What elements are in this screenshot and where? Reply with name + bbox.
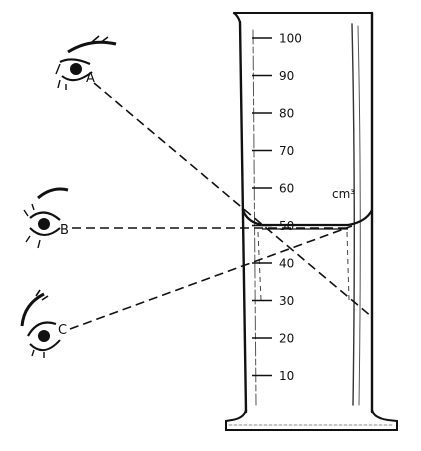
sight-lines	[69, 82, 373, 330]
eye-c-upper-lid	[27, 321, 57, 337]
measuring-cylinder	[225, 11, 398, 431]
eye-b-label: B	[60, 223, 69, 238]
glass-reflection-left	[252, 29, 257, 406]
scale-tick-label: 50	[279, 219, 294, 233]
scale-tick-label: 20	[279, 332, 294, 346]
glass-reflection-right	[351, 23, 355, 406]
cylinder-base	[225, 409, 398, 431]
eye-b	[23, 187, 69, 249]
eye-c-pupil	[38, 330, 50, 342]
eye-a-upper-lid	[59, 58, 91, 66]
eye-b-upper-lid	[29, 211, 61, 221]
liquid-shading-right	[346, 231, 350, 301]
eye-c-label: C	[58, 323, 67, 338]
scale-tick-label: 10	[279, 369, 294, 383]
liquid	[241, 209, 373, 301]
eye-a-lashes-top	[91, 35, 109, 44]
scale-tick-label: 90	[279, 69, 294, 83]
unit-label: cm³	[332, 187, 355, 201]
meniscus	[241, 209, 373, 227]
eye-b-pupil	[38, 218, 50, 230]
scale-tick-label: 70	[279, 144, 294, 158]
scale-tick-label: 40	[279, 257, 294, 271]
scale-tick-label: 80	[279, 107, 294, 121]
liquid-shading-left	[257, 231, 262, 301]
eye-c	[20, 289, 61, 358]
eye-a	[55, 35, 117, 90]
eye-a-pupil	[70, 63, 82, 75]
eye-c-brow	[20, 292, 45, 327]
eye-b-lower-lid	[29, 227, 61, 236]
scale-tick-label: 100	[279, 32, 302, 46]
scale-tick-label: 60	[279, 182, 294, 196]
eye-c-lower-lid	[29, 339, 61, 351]
cylinder-left-wall	[238, 20, 248, 414]
eye-c-lashes	[31, 349, 45, 358]
eye-a-lashes	[55, 63, 67, 90]
eye-a-label: A	[86, 71, 95, 86]
eye-b-lashes	[23, 203, 41, 249]
glass-reflection-right-inner	[357, 25, 361, 406]
cylinder-lip	[232, 11, 242, 24]
eye-c-lashes-top	[35, 289, 49, 301]
scale-tick-label: 30	[279, 294, 294, 308]
eye-a-brow	[67, 40, 117, 54]
sight-line-c	[69, 225, 353, 330]
eye-a-lower-lid	[61, 71, 93, 82]
eye-b-brow	[37, 187, 69, 200]
sight-line-a	[93, 82, 373, 318]
graduation-scale: 100 90 80 70 60 50 40 30 20 10	[252, 32, 302, 383]
